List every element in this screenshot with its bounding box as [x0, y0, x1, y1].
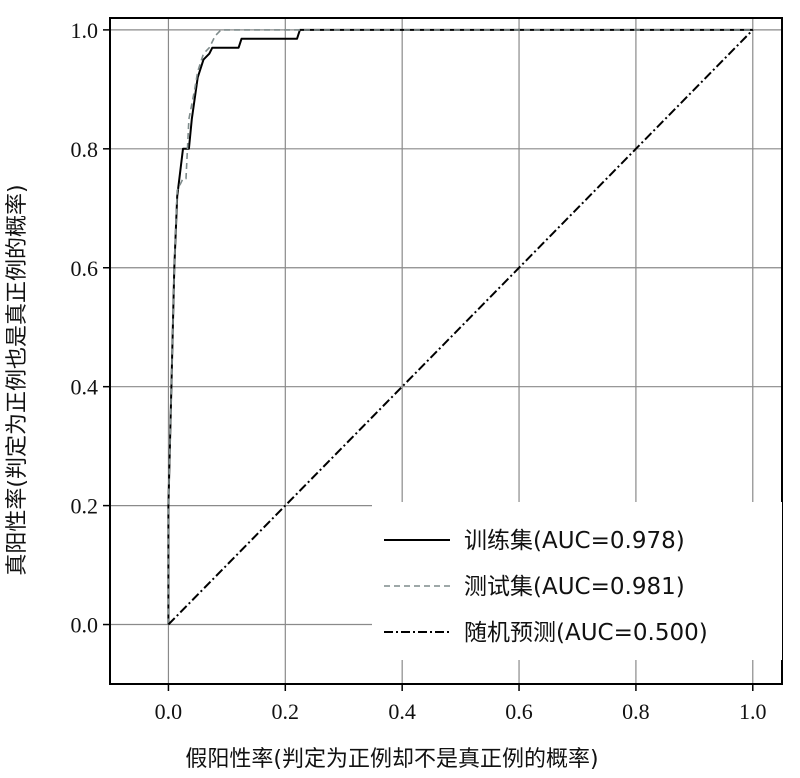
x-tick-label: 1.0: [739, 699, 767, 724]
x-tick-labels: 0.0 0.2 0.4 0.6 0.8 1.0: [155, 684, 767, 724]
legend-label-1: 训练集(AUC=0.978): [464, 528, 685, 554]
x-axis-label: 假阳性率(判定为正例却不是真正例的概率): [185, 747, 598, 772]
y-tick-label: 1.0: [71, 18, 99, 43]
legend: 训练集(AUC=0.978) 测试集(AUC=0.981) 随机预测(AUC=0.5…: [372, 502, 782, 660]
y-tick-label: 0.6: [71, 256, 99, 281]
x-tick-label: 0.2: [272, 699, 300, 724]
legend-label-3: 随机预测(AUC=0.500): [464, 620, 708, 646]
series-line-2: [167, 29, 753, 625]
series-layer: [167, 28, 754, 626]
x-tick-label: 0.0: [155, 699, 183, 724]
legend-label-2: 测试集(AUC=0.981): [464, 574, 685, 600]
y-axis-label: 真阳性率(判定为正例也是真正例的概率): [5, 184, 30, 575]
grid-lines: [110, 18, 782, 684]
x-tick-label: 0.8: [622, 699, 650, 724]
x-tick-label: 0.4: [388, 699, 416, 724]
y-tick-label: 0.4: [71, 375, 99, 400]
legend-background: [372, 502, 782, 660]
y-tick-label: 0.0: [71, 613, 99, 638]
x-tick-label: 0.6: [505, 699, 533, 724]
series-line-3: [167, 29, 754, 626]
y-tick-label: 0.2: [71, 494, 99, 519]
y-tick-labels: 0.0 0.2 0.4 0.6 0.8 1.0: [71, 18, 110, 638]
plot-frame: [109, 17, 783, 685]
series-line-1: [167, 28, 753, 625]
y-tick-label: 0.8: [71, 137, 99, 162]
